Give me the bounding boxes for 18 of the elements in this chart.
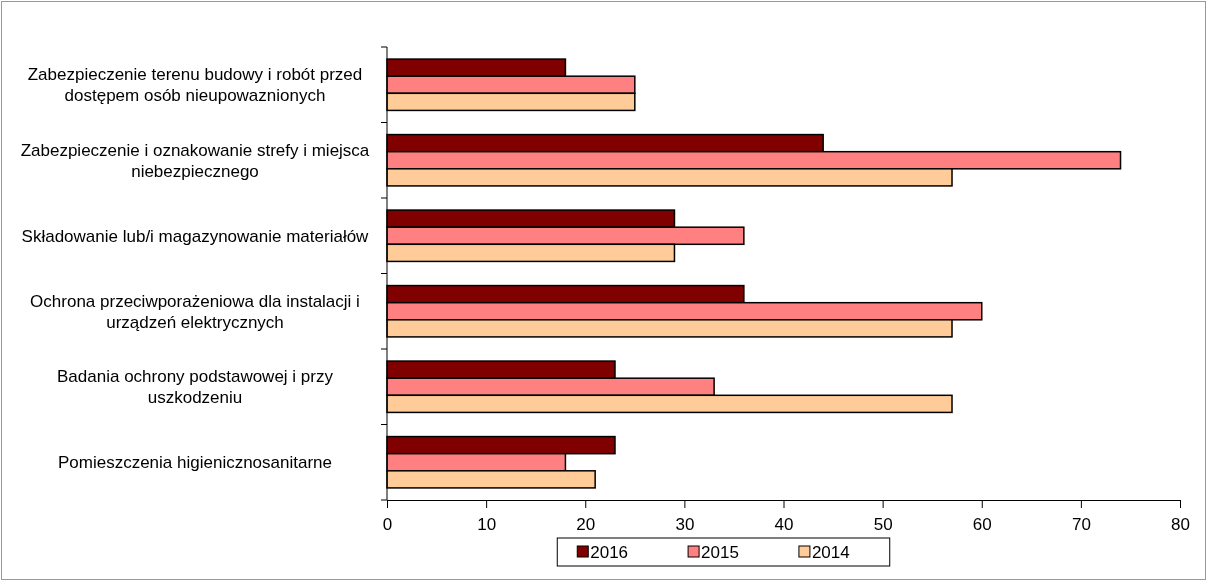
legend-label: 2016 (590, 542, 629, 562)
x-tick-label: 70 (1071, 514, 1091, 534)
x-tick-label: 20 (576, 514, 596, 534)
legend-label: 2014 (811, 542, 850, 562)
y-tick-label: Pomieszczenia higienicznosanitarne (57, 453, 333, 473)
y-tick-label: Zabezpieczenie terenu budowy i robót przed dostępem osób nieupowaznionych (27, 65, 363, 106)
y-tick-label: Zabezpieczenie i oznakowanie strefy i miejsca niebezpiecznego (20, 140, 370, 181)
x-tick-label: 30 (675, 514, 695, 534)
y-tick-label: Badania ochrony podstawowej i przy uszkodzeniu (57, 367, 334, 408)
x-tick-label: 80 (1171, 514, 1190, 534)
y-tick-label: Ochrona przeciwporażeniowa dla instalacji i urządzeń elektrycznych (30, 291, 360, 332)
x-tick-label: 10 (477, 514, 497, 534)
legend-label: 2015 (701, 542, 739, 562)
y-tick-label: Składowanie lub/i magazynowanie materiałów (21, 226, 370, 246)
x-tick-label: 40 (774, 514, 794, 534)
x-tick-label: 60 (972, 514, 992, 534)
x-tick-label: 50 (873, 514, 893, 534)
x-tick-label: 0 (382, 514, 393, 534)
